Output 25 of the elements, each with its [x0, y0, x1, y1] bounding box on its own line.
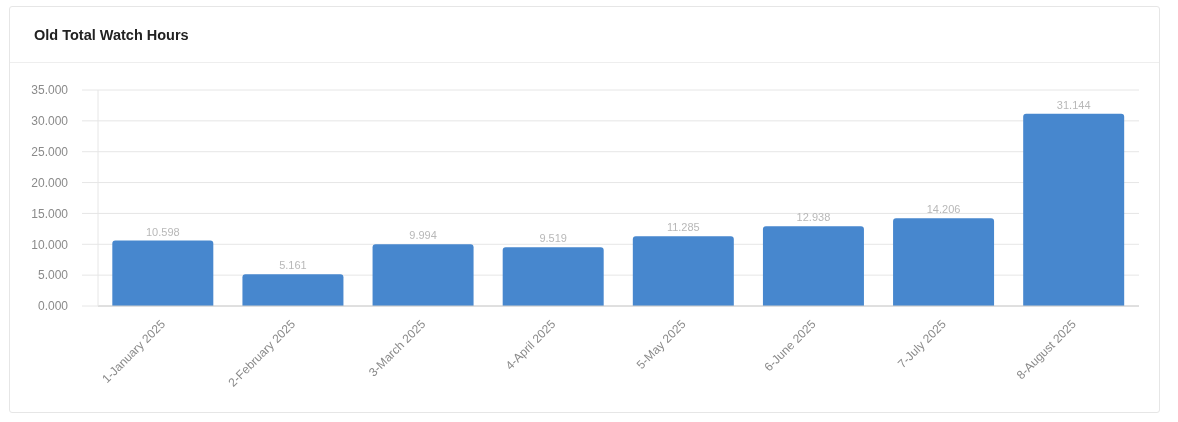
- data-label: 14.206: [926, 203, 961, 216]
- bar: [893, 218, 995, 306]
- data-label: 12.938: [796, 211, 831, 224]
- bar: [632, 236, 734, 306]
- y-tick-label: 10.000: [31, 237, 69, 252]
- y-tick-label: 0.000: [37, 299, 69, 314]
- bar: [372, 244, 474, 306]
- bar: [762, 226, 864, 306]
- data-label: 9.519: [539, 232, 567, 245]
- chart-title: Old Total Watch Hours: [34, 26, 189, 43]
- bar: [112, 240, 214, 306]
- y-tick-label: 15.000: [31, 206, 69, 221]
- data-label: 11.285: [666, 221, 700, 234]
- data-label: 5.161: [279, 259, 307, 272]
- y-tick-label: 25.000: [31, 144, 69, 159]
- data-label: 31.144: [1056, 98, 1091, 111]
- data-label: 10.598: [145, 225, 180, 238]
- bar: [1023, 113, 1125, 306]
- y-tick-label: 20.000: [31, 175, 69, 190]
- y-tick-label: 35.000: [31, 83, 69, 98]
- y-tick-label: 30.000: [31, 114, 69, 129]
- data-label: 9.994: [409, 229, 437, 242]
- bar: [502, 247, 604, 306]
- y-tick-label: 5.000: [37, 268, 69, 283]
- bar: [242, 274, 344, 306]
